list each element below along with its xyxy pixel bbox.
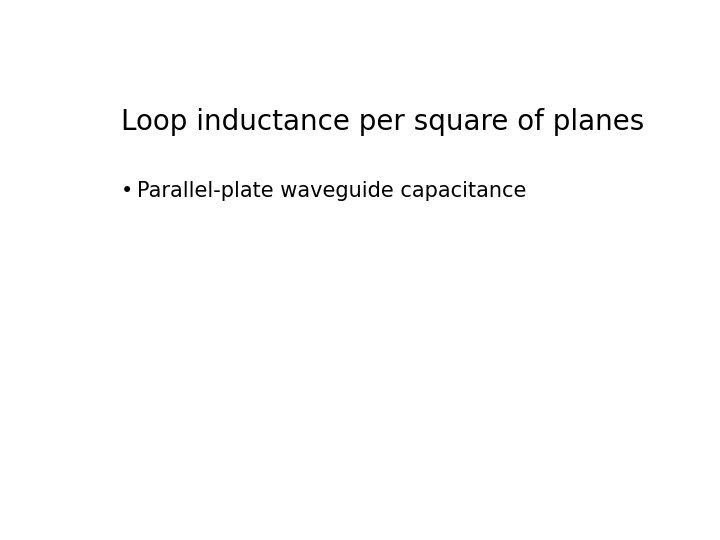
Text: Loop inductance per square of planes: Loop inductance per square of planes <box>121 109 644 137</box>
Text: •: • <box>121 181 133 201</box>
Text: Parallel-plate waveguide capacitance: Parallel-plate waveguide capacitance <box>138 181 527 201</box>
